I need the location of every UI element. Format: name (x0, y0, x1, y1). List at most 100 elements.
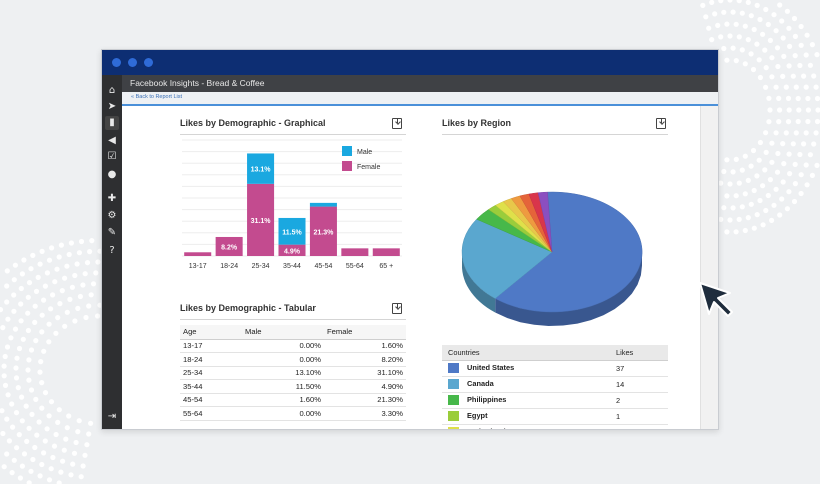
background-dot (803, 162, 809, 168)
download-icon[interactable] (392, 118, 402, 129)
background-dot (733, 229, 739, 235)
background-dot (805, 95, 811, 102)
logout-icon[interactable]: ⇥ (107, 411, 117, 422)
background-dot (739, 10, 745, 16)
bar-chart-icon[interactable]: ▮ (105, 116, 119, 130)
background-dot (4, 344, 11, 350)
female-cell: 8.20% (324, 352, 406, 367)
puzzle-icon[interactable]: ✚ (107, 193, 117, 204)
background-dot (715, 22, 721, 28)
background-dot (12, 326, 19, 332)
gear-icon[interactable]: ⚙ (107, 210, 117, 221)
background-dot (742, 227, 748, 234)
background-dot (64, 263, 70, 269)
male-cell: 0.00% (242, 406, 324, 421)
user-icon[interactable]: ● (107, 169, 117, 180)
background-dot (765, 21, 771, 28)
background-dot (4, 451, 10, 457)
table-row: 18-24 0.00% 8.20% (180, 352, 406, 367)
background-dot (26, 425, 32, 431)
background-dot (763, 6, 769, 13)
background-dot (791, 198, 798, 205)
background-dot (21, 257, 27, 263)
background-dot (774, 169, 781, 175)
background-dot (50, 454, 56, 461)
x-tick-label: 45-54 (314, 263, 332, 270)
region-graph-title: Likes by Region (442, 118, 512, 128)
background-dot (784, 206, 791, 212)
checkbox-icon[interactable]: ☑ (107, 151, 117, 162)
background-dot (46, 321, 52, 327)
background-dot (84, 442, 90, 448)
bar-male-45-54 (309, 202, 337, 207)
background-dot (58, 469, 64, 475)
data-label: 8.2% (221, 244, 238, 251)
background-dot (756, 57, 762, 63)
window-dot-2[interactable] (128, 58, 137, 67)
likes-cell: 1 (610, 408, 668, 425)
background-dot (71, 450, 78, 456)
download-icon[interactable] (656, 118, 666, 129)
background-dot (807, 152, 814, 158)
background-dot (727, 181, 733, 187)
background-dot (813, 84, 819, 90)
background-dot (1, 373, 7, 379)
megaphone-icon[interactable]: ◀ (108, 135, 116, 146)
background-dot (762, 167, 768, 173)
background-dot (754, 2, 760, 8)
background-dot (786, 25, 792, 31)
background-dot (4, 299, 10, 305)
background-dot (811, 141, 817, 147)
background-dot (763, 84, 769, 90)
app-window: ⌂ ➤ ▮ ◀ ☑ ● ✚ ⚙ ✎ ? ⇥ Facebook Insights … (101, 49, 719, 430)
background-dot (803, 84, 809, 90)
background-dot (777, 2, 783, 8)
table-row: Philippines 2 (442, 392, 668, 409)
background-dot (739, 47, 745, 53)
download-icon[interactable] (392, 303, 402, 314)
background-dot (90, 281, 97, 287)
background-dot (4, 283, 10, 289)
wrench-icon[interactable]: ✎ (107, 227, 117, 238)
background-dot (769, 74, 775, 80)
window-dot-1[interactable] (112, 58, 121, 67)
background-dot (26, 377, 32, 383)
bar-female-55-64 (341, 248, 369, 256)
bar-female-18-24 (215, 236, 243, 256)
scrollbar[interactable] (700, 106, 718, 429)
background-dot (742, 191, 748, 197)
data-label: 13.1% (251, 167, 272, 174)
background-dot (55, 315, 61, 321)
background-dot (767, 107, 773, 113)
background-dot (700, 2, 706, 8)
home-icon[interactable]: ⌂ (108, 85, 116, 96)
background-dot (736, 216, 742, 222)
background-dot (718, 0, 724, 4)
background-dot (41, 450, 47, 456)
background-dot (13, 410, 20, 416)
background-dot (95, 259, 101, 265)
background-dot (86, 303, 92, 309)
background-dot (88, 420, 94, 426)
back-to-report-list-link[interactable]: « Back to Report List (131, 94, 183, 100)
background-dot (750, 147, 757, 154)
country-color-swatch (448, 379, 459, 390)
background-dot (19, 394, 25, 400)
table-header-row: Countries Likes (442, 345, 668, 361)
background-dot (18, 301, 24, 307)
background-dot (10, 424, 16, 430)
table-row: 35-44 11.50% 4.90% (180, 379, 406, 394)
background-dot (792, 53, 798, 59)
legend-swatch (342, 161, 352, 171)
help-icon[interactable]: ? (109, 245, 115, 256)
background-dot (9, 470, 15, 476)
background-dot (779, 18, 785, 24)
likes-cell: 1 (610, 424, 668, 429)
background-dot (745, 37, 751, 43)
background-dot (9, 401, 15, 407)
table-row: 45-54 1.60% 21.30% (180, 393, 406, 407)
background-dot (785, 95, 792, 101)
background-dot (754, 173, 760, 179)
send-icon[interactable]: ➤ (107, 101, 117, 112)
window-dot-3[interactable] (144, 58, 153, 67)
